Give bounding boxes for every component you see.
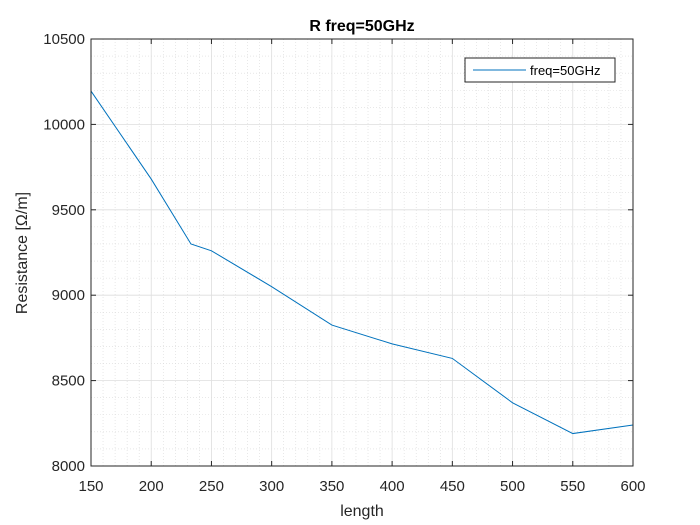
y-axis-label: Resistance [Ω/m] bbox=[14, 192, 31, 314]
x-tick-label: 600 bbox=[620, 478, 645, 495]
ticks-layer bbox=[90, 38, 634, 467]
major-grid bbox=[91, 39, 633, 466]
legend-label-freq-50ghz: freq=50GHz bbox=[530, 63, 600, 78]
y-tick-label: 9500 bbox=[52, 202, 85, 219]
y-tick-label: 9000 bbox=[52, 287, 85, 304]
chart-title: R freq=50GHz bbox=[309, 18, 414, 35]
x-tick-label: 350 bbox=[319, 478, 344, 495]
minor-grid bbox=[91, 39, 633, 466]
x-tick-label: 300 bbox=[259, 478, 284, 495]
series-layer bbox=[90, 90, 634, 435]
y-tick-label: 10000 bbox=[43, 116, 85, 133]
legend: freq=50GHz bbox=[464, 57, 616, 83]
y-tick-label: 8500 bbox=[52, 373, 85, 390]
x-tick-label: 550 bbox=[560, 478, 585, 495]
x-axis-label: length bbox=[340, 503, 384, 520]
x-tick-label: 400 bbox=[380, 478, 405, 495]
series-line-0 bbox=[90, 90, 634, 435]
plot-area bbox=[91, 39, 633, 466]
x-tick-label: 250 bbox=[199, 478, 224, 495]
legend-box bbox=[464, 57, 616, 83]
x-tick-label: 200 bbox=[139, 478, 164, 495]
axes-box bbox=[90, 38, 634, 467]
x-tick-label: 500 bbox=[500, 478, 525, 495]
y-tick-label: 8000 bbox=[52, 458, 85, 475]
x-tick-label: 150 bbox=[78, 478, 103, 495]
x-tick-labels: 150 200 250 300 350 400 450 500 550 600 bbox=[78, 478, 645, 495]
y-tick-label: 10500 bbox=[43, 31, 85, 48]
y-tick-labels: 8000 8500 9000 9500 10000 10500 bbox=[43, 31, 85, 475]
x-tick-label: 450 bbox=[440, 478, 465, 495]
